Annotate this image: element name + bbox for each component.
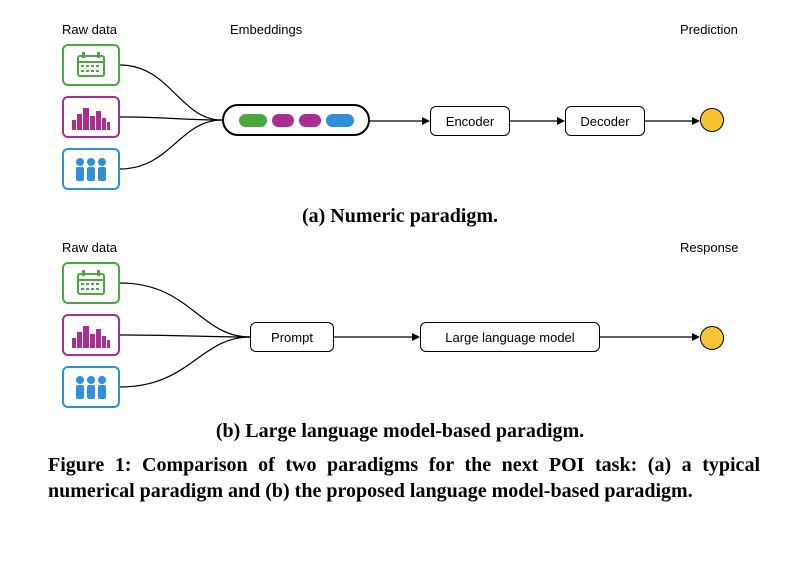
prompt-box: Prompt	[250, 322, 334, 352]
prompt-label: Prompt	[271, 330, 313, 345]
label-response: Response	[680, 240, 739, 255]
embed-dot-1	[239, 114, 267, 127]
embed-dot-2	[272, 114, 294, 127]
arrow-embed-encoder	[370, 114, 430, 128]
encoder-label: Encoder	[446, 114, 494, 129]
caption-a: (a) Numeric paradigm.	[0, 205, 800, 228]
llm-label: Large language model	[445, 330, 574, 345]
encoder-box: Encoder	[430, 106, 510, 136]
figure-caption: Figure 1: Comparison of two paradigms fo…	[48, 452, 760, 504]
people-icon	[62, 366, 120, 408]
label-raw-data-a: Raw data	[62, 22, 117, 37]
city-icon	[62, 314, 120, 356]
embed-dot-3	[299, 114, 321, 127]
output-circle-b	[700, 326, 724, 350]
arrow-decoder-output	[645, 114, 700, 128]
arrow-llm-output	[600, 330, 700, 344]
calendar-icon	[62, 44, 120, 86]
output-circle-a	[700, 108, 724, 132]
calendar-icon	[62, 262, 120, 304]
embedding-pill	[222, 104, 370, 136]
decoder-box: Decoder	[565, 106, 645, 136]
label-prediction: Prediction	[680, 22, 738, 37]
city-icon	[62, 96, 120, 138]
people-icon	[62, 148, 120, 190]
arrow-prompt-llm	[334, 330, 420, 344]
label-raw-data-b: Raw data	[62, 240, 117, 255]
llm-box: Large language model	[420, 322, 600, 352]
embed-dot-4	[326, 114, 354, 127]
decoder-label: Decoder	[580, 114, 629, 129]
arrow-encoder-decoder	[510, 114, 565, 128]
caption-b: (b) Large language model-based paradigm.	[0, 420, 800, 443]
label-embeddings: Embeddings	[230, 22, 302, 37]
